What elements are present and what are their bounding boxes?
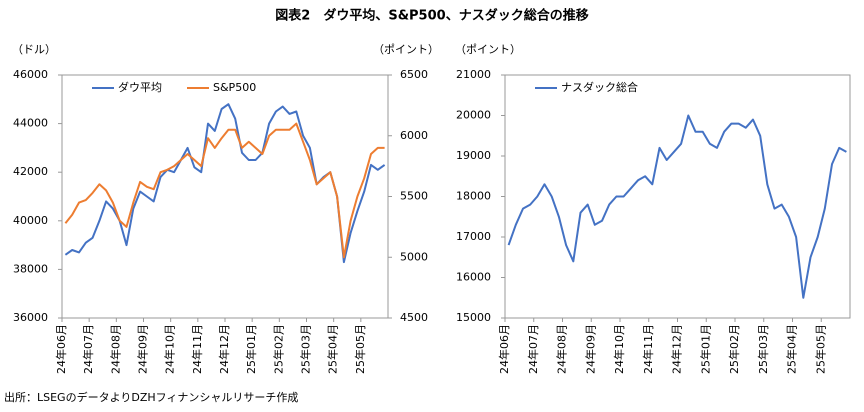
y2-tick-label: 5500 <box>400 190 428 203</box>
x-tick-label: 25年03月 <box>756 324 770 374</box>
legend-label: ナスダック総合 <box>561 80 638 94</box>
x-tick-label: 25年01月 <box>698 324 712 374</box>
x-tick-label: 24年11月 <box>641 324 655 374</box>
y2-axis-label: （ポイント） <box>373 43 439 56</box>
x-tick-label: 24年08月 <box>108 324 122 374</box>
y-axis-label: （ドル） <box>12 43 56 56</box>
x-tick-label: 24年07月 <box>81 324 95 374</box>
x-tick-label: 24年10月 <box>163 324 177 374</box>
y-tick-label: 42000 <box>13 165 48 178</box>
x-tick-label: 24年11月 <box>190 324 204 374</box>
y-tick-label: 46000 <box>13 68 48 81</box>
x-tick-label: 25年05月 <box>813 324 827 374</box>
y-tick-label: 21000 <box>456 68 491 81</box>
y-tick-label: 17000 <box>456 230 491 243</box>
x-tick-label: 24年09月 <box>583 324 597 374</box>
x-tick-label: 24年12月 <box>670 324 684 374</box>
y-tick-label: 20000 <box>456 109 491 122</box>
y-tick-label: 36000 <box>13 311 48 324</box>
y-tick-label: 16000 <box>456 271 491 284</box>
x-tick-label: 24年07月 <box>526 324 540 374</box>
x-tick-label: 25年05月 <box>353 324 367 374</box>
title: 図表2 ダウ平均、S&P500、ナスダック総合の推移 <box>275 8 588 24</box>
x-tick-label: 24年08月 <box>555 324 569 374</box>
y-tick-label: 44000 <box>13 117 48 130</box>
series-line <box>64 122 385 259</box>
x-tick-label: 24年10月 <box>612 324 626 374</box>
series-line <box>64 103 386 264</box>
y-tick-label: 15000 <box>456 311 491 324</box>
x-tick-label: 25年02月 <box>727 324 741 374</box>
y2-tick-label: 6000 <box>400 129 428 142</box>
x-tick-label: 25年02月 <box>271 324 285 374</box>
x-tick-label: 25年03月 <box>299 324 313 374</box>
series-line <box>507 114 847 299</box>
x-tick-label: 25年01月 <box>244 324 258 374</box>
y-tick-label: 38000 <box>13 262 48 275</box>
x-tick-label: 24年09月 <box>136 324 150 374</box>
x-tick-label: 25年04月 <box>785 324 799 374</box>
legend-label: ダウ平均 <box>118 80 162 94</box>
y-tick-label: 19000 <box>456 149 491 162</box>
x-tick-label: 24年12月 <box>217 324 231 374</box>
y2-tick-label: 4500 <box>400 311 428 324</box>
y-tick-label: 18000 <box>456 190 491 203</box>
y2-tick-label: 5000 <box>400 250 428 263</box>
plot-frame <box>504 74 851 319</box>
x-tick-label: 25年04月 <box>326 324 340 374</box>
x-tick-label: 24年06月 <box>497 324 511 374</box>
x-tick-label: 24年06月 <box>54 324 68 374</box>
legend-label: S&P500 <box>213 81 256 94</box>
y-axis-label: （ポイント） <box>455 43 521 56</box>
plot-frame <box>61 74 389 319</box>
y-tick-label: 40000 <box>13 214 48 227</box>
y2-tick-label: 6500 <box>400 68 428 81</box>
source: 出所：LSEGのデータよりDZHフィナンシャルリサーチ作成 <box>4 390 298 404</box>
